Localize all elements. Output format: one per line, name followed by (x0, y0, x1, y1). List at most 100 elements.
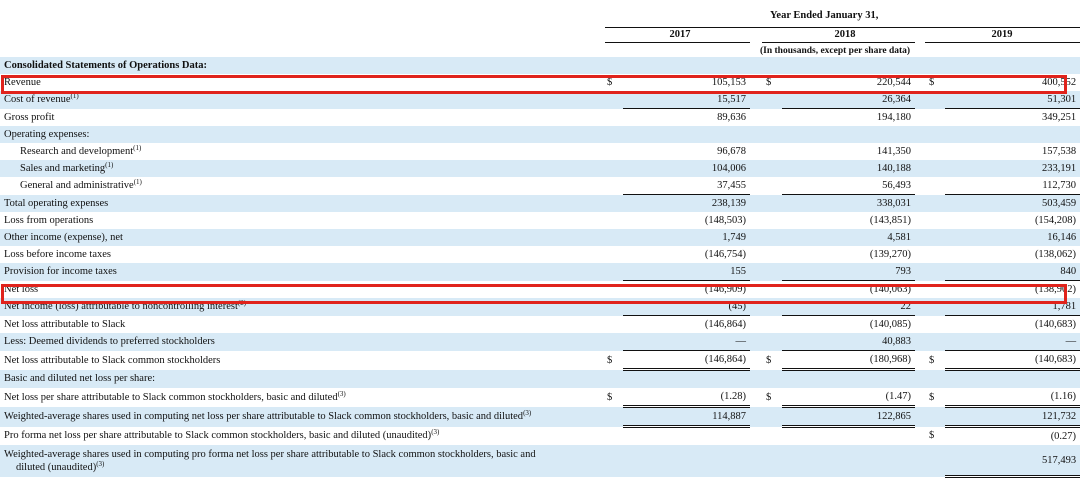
table-row: Loss from operations (148,503) (143,851) (1… (0, 212, 1080, 229)
row-label: Other income (expense), net (0, 229, 603, 246)
column-gap (915, 212, 925, 229)
row-label: Net loss attributable to Slack (0, 315, 603, 333)
table-row: Weighted-average shares used in computin… (0, 406, 1080, 428)
currency-symbol (603, 229, 623, 246)
column-gap (750, 108, 762, 126)
footnote-marker: (3) (523, 409, 532, 417)
currency-symbol: $ (762, 74, 782, 91)
column-gap (915, 246, 925, 263)
year-2018-heading: 2018 (834, 29, 856, 40)
value-text: — (1065, 336, 1077, 347)
column-gap (750, 426, 762, 445)
table-row: Net loss attributable to Slack common st… (0, 350, 1080, 371)
year-2017-rule (605, 42, 750, 43)
row-label: General and administrative(1) (0, 177, 603, 195)
row-label: Total operating expenses (0, 194, 603, 212)
currency-symbol (925, 369, 945, 388)
section-title-row: Consolidated Statements of Operations Da… (0, 57, 1080, 74)
column-gap (750, 369, 762, 388)
row-label: Less: Deemed dividends to preferred stoc… (0, 333, 603, 351)
value-cell-2019: (140,683) (945, 350, 1080, 371)
table-row: Total operating expenses 238,139 338,031 50… (0, 194, 1080, 212)
units-note: (In thousands, except per share data) (760, 46, 911, 56)
currency-symbol (762, 108, 782, 126)
currency-symbol (762, 263, 782, 281)
column-gap (915, 91, 925, 109)
table-row: Sales and marketing(1) 104,006 140,188 233,… (0, 160, 1080, 177)
table-row: Research and development(1) 96,678 141,350… (0, 143, 1080, 160)
currency-symbol (603, 426, 623, 445)
value-cell-2018: 122,865 (782, 406, 915, 428)
value-cell-2019: 121,732 (945, 406, 1080, 428)
value-cell-2019: (154,208) (945, 212, 1080, 229)
currency-symbol (762, 143, 782, 160)
currency-symbol (603, 333, 623, 351)
row-label: Loss before income taxes (0, 246, 603, 263)
operations-table: Consolidated Statements of Operations Da… (0, 57, 1080, 478)
row-label-text: Net loss attributable to Slack common st… (4, 354, 221, 366)
value-cell-2019: 233,191 (945, 160, 1080, 177)
value-cell-2017: 89,636 (623, 108, 750, 126)
footnote-marker: (1) (133, 144, 142, 152)
currency-symbol: $ (925, 388, 945, 407)
currency-symbol (762, 177, 782, 195)
row-label: Research and development(1) (0, 143, 603, 160)
value-cell-2018 (782, 369, 915, 388)
column-gap (915, 298, 925, 316)
value-cell-2019: (140,683) (945, 315, 1080, 333)
value-text: (180,968) (869, 354, 911, 365)
currency-symbol (603, 298, 623, 316)
row-label-text: Loss before income taxes (4, 249, 112, 260)
column-gap (750, 194, 762, 212)
value-cell-2017: 104,006 (623, 160, 750, 177)
row-label-text: Basic and diluted net loss per share: (4, 373, 156, 385)
value-cell-2017: 96,678 (623, 143, 750, 160)
value-text: 51,301 (1047, 94, 1077, 105)
column-gap (750, 143, 762, 160)
currency-symbol (603, 177, 623, 195)
currency-symbol: $ (925, 426, 945, 445)
currency-symbol (925, 246, 945, 263)
currency-symbol: $ (762, 350, 782, 370)
table-row: Provision for income taxes 155 793 840 (0, 263, 1080, 281)
column-gap (750, 74, 762, 91)
currency-symbol (925, 143, 945, 160)
table-row: Weighted-average shares used in computin… (0, 445, 1080, 478)
row-label: Loss from operations (0, 212, 603, 229)
value-text: 105,153 (711, 77, 746, 88)
currency-symbol: $ (603, 74, 623, 91)
value-cell-2018 (782, 445, 915, 477)
column-gap (915, 350, 925, 370)
value-text: 220,544 (876, 77, 911, 88)
footnote-marker: (3) (337, 389, 346, 398)
table-row: Operating expenses: (0, 126, 1080, 143)
row-label-text: Loss from operations (4, 215, 94, 226)
value-text: 140,188 (876, 163, 911, 174)
column-gap (750, 315, 762, 333)
row-label-text: Pro forma net loss per share attributabl… (4, 430, 432, 442)
value-cell-2019: — (945, 333, 1080, 351)
value-cell-2018: (139,270) (782, 246, 915, 263)
value-text: (146,864) (704, 354, 746, 365)
value-cell-2018 (782, 126, 915, 143)
value-text: 233,191 (1041, 163, 1077, 174)
currency-symbol (925, 280, 945, 298)
value-text: 22 (900, 301, 912, 312)
value-text: (154,208) (1034, 215, 1077, 226)
value-text: 15,517 (717, 94, 746, 105)
row-label-text: Research and development (20, 146, 134, 157)
currency-symbol (603, 91, 623, 109)
value-cell-2018 (782, 426, 915, 445)
currency-symbol (925, 298, 945, 316)
currency-symbol (925, 406, 945, 427)
currency-symbol (925, 212, 945, 229)
currency-symbol (603, 406, 623, 427)
currency-symbol (603, 143, 623, 160)
table-row: Loss before income taxes (146,754) (139,27… (0, 246, 1080, 263)
currency-symbol (762, 426, 782, 445)
currency-symbol (762, 91, 782, 109)
value-cell-2018: 26,364 (782, 91, 915, 109)
value-cell-2017: (146,754) (623, 246, 750, 263)
value-cell-2017 (623, 369, 750, 388)
